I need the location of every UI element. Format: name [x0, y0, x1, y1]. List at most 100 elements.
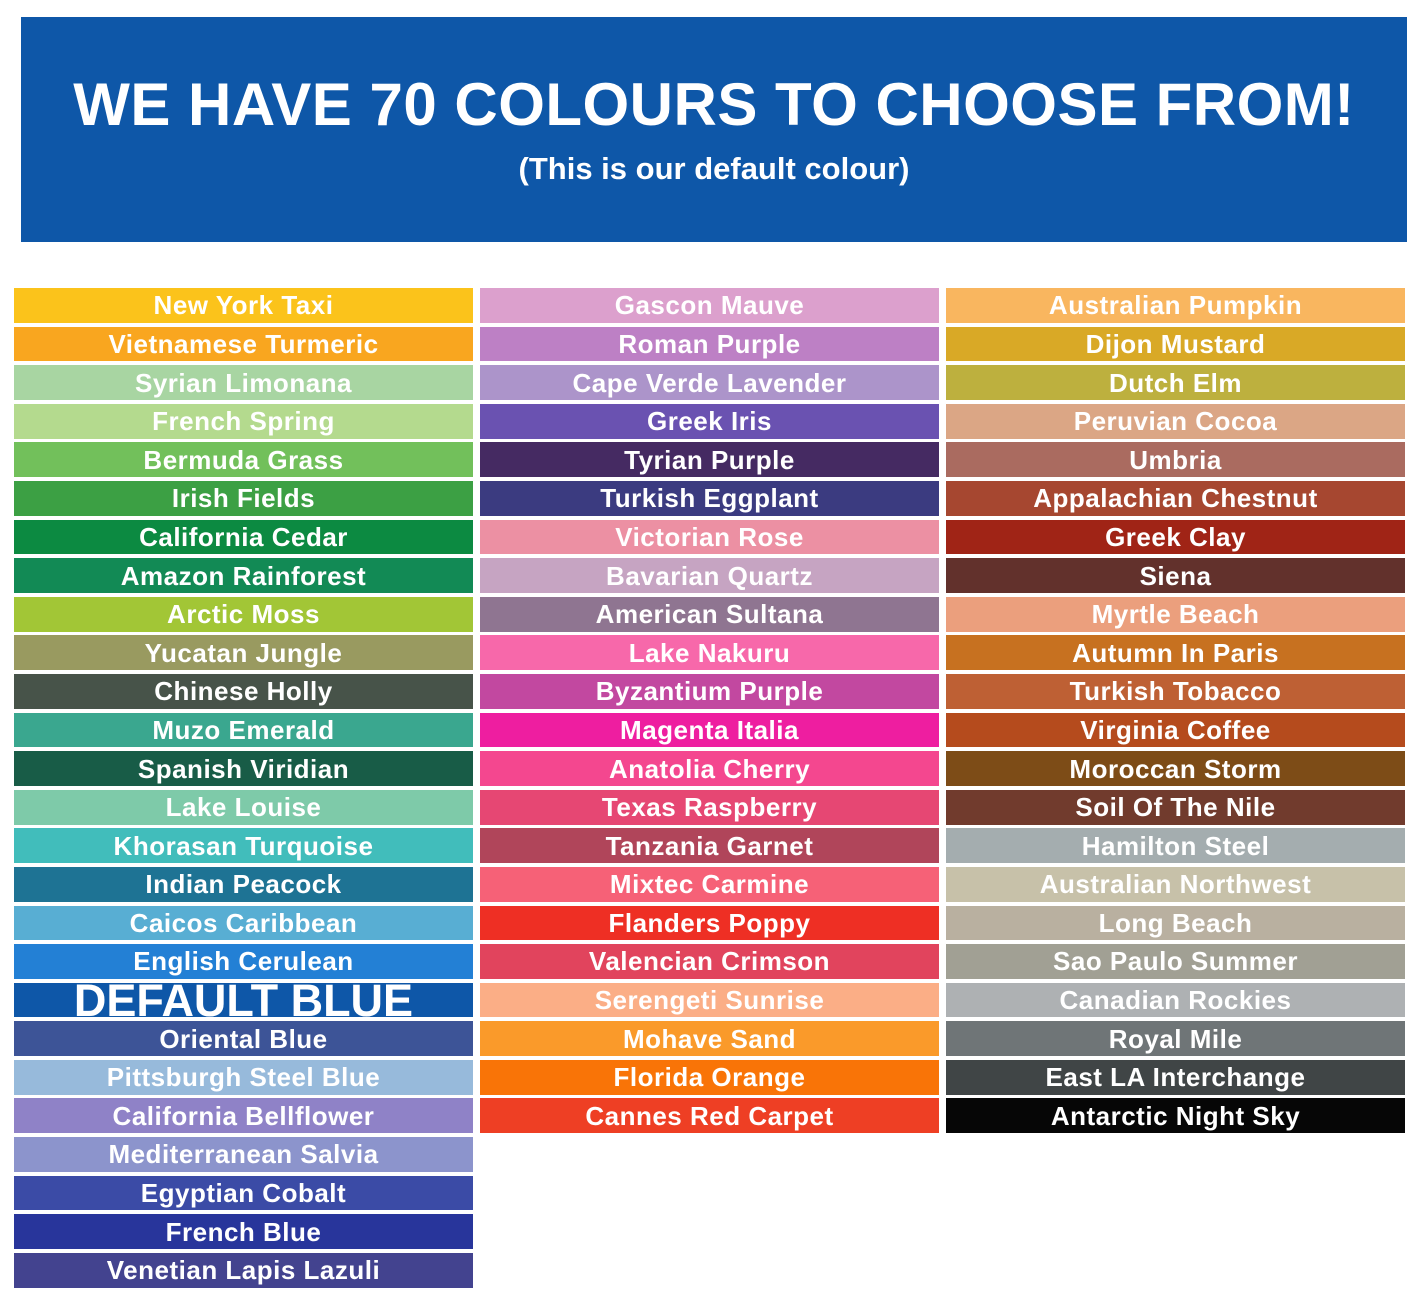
swatch-label: French Blue	[165, 1216, 322, 1247]
swatch-label: Siena	[1139, 560, 1212, 591]
swatch-antarctic-night-sky: Antarctic Night Sky	[946, 1098, 1405, 1134]
swatch-label: Virginia Coffee	[1080, 714, 1271, 745]
swatch-mixtec-carmine: Mixtec Carmine	[480, 866, 939, 902]
swatch-label: American Sultana	[595, 599, 824, 630]
swatch-tanzania-garnet: Tanzania Garnet	[480, 828, 939, 864]
swatch-texas-raspberry: Texas Raspberry	[480, 789, 939, 825]
header-banner: WE HAVE 70 COLOURS TO CHOOSE FROM! (This…	[21, 17, 1407, 242]
swatch-hamilton-steel: Hamilton Steel	[946, 828, 1405, 864]
swatch-bermuda-grass: Bermuda Grass	[14, 442, 473, 478]
page-title: WE HAVE 70 COLOURS TO CHOOSE FROM!	[73, 71, 1355, 138]
swatch-label: Turkish Tobacco	[1069, 676, 1282, 707]
swatch-label: Lake Nakuru	[628, 637, 791, 668]
swatch-australian-northwest: Australian Northwest	[946, 866, 1405, 902]
swatch-venetian-lapis-lazuli: Venetian Lapis Lazuli	[14, 1252, 473, 1288]
swatch-california-bellflower: California Bellflower	[14, 1098, 473, 1134]
swatch-cannes-red-carpet: Cannes Red Carpet	[480, 1098, 939, 1134]
swatch-label: Greek Iris	[647, 406, 772, 437]
swatch-label: Dutch Elm	[1108, 367, 1243, 398]
swatch-label: Tyrian Purple	[624, 444, 795, 475]
swatch-autumn-in-paris: Autumn In Paris	[946, 635, 1405, 671]
swatch-peruvian-cocoa: Peruvian Cocoa	[946, 403, 1405, 439]
swatch-label: Arctic Moss	[167, 599, 320, 630]
swatch-label: Australian Pumpkin	[1048, 290, 1303, 321]
swatch-label: Moroccan Storm	[1069, 753, 1282, 784]
swatch-label: Turkish Eggplant	[600, 483, 819, 514]
swatch-column-3: Australian Pumpkin Dijon Mustard Dutch Elm…	[946, 288, 1405, 1137]
swatch-flanders-poppy: Flanders Poppy	[480, 905, 939, 941]
swatch-label: Lake Louise	[165, 792, 322, 823]
swatch-dutch-elm: Dutch Elm	[946, 365, 1405, 400]
swatch-dijon-mustard: Dijon Mustard	[946, 326, 1405, 362]
swatch-label: Syrian Limonana	[135, 367, 352, 398]
swatch-victorian-rose: Victorian Rose	[480, 519, 939, 555]
swatch-greek-clay: Greek Clay	[946, 519, 1405, 555]
swatch-chinese-holly: Chinese Holly	[14, 673, 473, 709]
swatch-label: Anatolia Cherry	[608, 753, 811, 784]
swatch-muzo-emerald: Muzo Emerald	[14, 712, 473, 748]
swatch-french-spring: French Spring	[14, 403, 473, 439]
swatch-label: New York Taxi	[153, 290, 334, 321]
swatch-new-york-taxi: New York Taxi	[14, 288, 473, 323]
swatch-label: Umbria	[1129, 444, 1222, 475]
swatch-arctic-moss: Arctic Moss	[14, 596, 473, 632]
swatch-australian-pumpkin: Australian Pumpkin	[946, 288, 1405, 323]
swatch-vietnamese-turmeric: Vietnamese Turmeric	[14, 326, 473, 362]
swatch-label: Myrtle Beach	[1091, 599, 1260, 630]
swatch-roman-purple: Roman Purple	[480, 326, 939, 362]
swatch-lake-nakuru: Lake Nakuru	[480, 635, 939, 671]
swatch-sao-paulo-summer: Sao Paulo Summer	[946, 944, 1405, 979]
swatch-siena: Siena	[946, 558, 1405, 593]
swatch-label: Flanders Poppy	[608, 907, 811, 938]
swatch-label: Yucatan Jungle	[144, 637, 343, 668]
swatch-royal-mile: Royal Mile	[946, 1021, 1405, 1057]
swatch-english-cerulean: English Cerulean	[14, 944, 473, 979]
swatch-label: Mediterranean Salvia	[108, 1139, 379, 1170]
swatch-label: English Cerulean	[133, 946, 354, 977]
swatch-east-la-interchange: East LA Interchange	[946, 1059, 1405, 1095]
swatch-label: Victorian Rose	[615, 521, 804, 552]
swatch-yucatan-jungle: Yucatan Jungle	[14, 635, 473, 671]
swatch-label: Hamilton Steel	[1081, 830, 1270, 861]
swatch-mediterranean-salvia: Mediterranean Salvia	[14, 1137, 473, 1172]
swatch-label: Vietnamese Turmeric	[108, 328, 379, 359]
swatch-label: Texas Raspberry	[601, 792, 818, 823]
swatch-column-1: New York Taxi Vietnamese Turmeric Syrian L…	[14, 288, 473, 1291]
swatch-anatolia-cherry: Anatolia Cherry	[480, 751, 939, 786]
swatch-spanish-viridian: Spanish Viridian	[14, 751, 473, 786]
swatch-label: Bavarian Quartz	[606, 560, 813, 591]
swatch-label: Muzo Emerald	[152, 714, 335, 745]
swatch-label: Indian Peacock	[145, 869, 342, 900]
swatch-label: Pittsburgh Steel Blue	[106, 1062, 381, 1093]
swatch-indian-peacock: Indian Peacock	[14, 866, 473, 902]
swatch-gascon-mauve: Gascon Mauve	[480, 288, 939, 323]
swatch-label: Dijon Mustard	[1085, 328, 1266, 359]
swatch-label: French Spring	[152, 406, 335, 437]
swatch-label: Antarctic Night Sky	[1050, 1100, 1301, 1131]
swatch-label: Long Beach	[1098, 907, 1253, 938]
swatch-turkish-eggplant: Turkish Eggplant	[480, 480, 939, 516]
swatch-label: Roman Purple	[618, 328, 801, 359]
swatch-soil-of-the-nile: Soil Of The Nile	[946, 789, 1405, 825]
swatch-turkish-tobacco: Turkish Tobacco	[946, 673, 1405, 709]
swatch-label: Byzantium Purple	[595, 676, 824, 707]
swatch-label: Caicos Caribbean	[129, 907, 358, 938]
swatch-french-blue: French Blue	[14, 1214, 473, 1250]
swatch-label: Soil Of The Nile	[1075, 792, 1276, 823]
swatch-label: Bermuda Grass	[143, 444, 344, 475]
swatch-tyrian-purple: Tyrian Purple	[480, 442, 939, 478]
swatch-label: Greek Clay	[1105, 521, 1246, 552]
swatch-magenta-italia: Magenta Italia	[480, 712, 939, 748]
swatch-label: Egyptian Cobalt	[140, 1178, 347, 1209]
swatch-label: Royal Mile	[1108, 1023, 1243, 1054]
swatch-serengeti-sunrise: Serengeti Sunrise	[480, 982, 939, 1018]
swatch-cape-verde-lavender: Cape Verde Lavender	[480, 365, 939, 400]
swatch-label: Mohave Sand	[622, 1023, 797, 1054]
swatch-oriental-blue: Oriental Blue	[14, 1021, 473, 1057]
swatch-label: Sao Paulo Summer	[1053, 946, 1298, 977]
swatch-label: California Cedar	[139, 521, 348, 552]
swatch-label: Venetian Lapis Lazuli	[106, 1255, 381, 1286]
swatch-label: East LA Interchange	[1045, 1062, 1306, 1093]
swatch-byzantium-purple: Byzantium Purple	[480, 673, 939, 709]
swatch-label: Gascon Mauve	[614, 290, 805, 321]
